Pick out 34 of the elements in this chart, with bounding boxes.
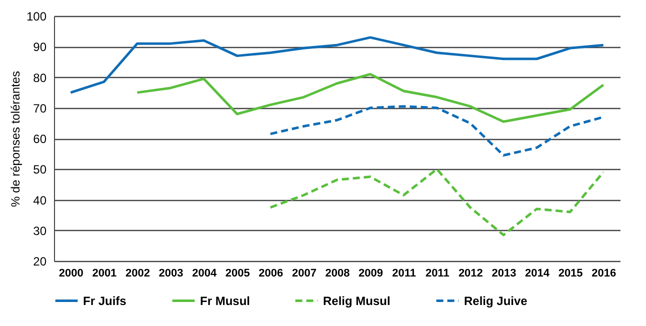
line-series bbox=[269, 168, 605, 236]
x-tick-label: 2000 bbox=[58, 268, 84, 280]
x-tick-label: 2011 bbox=[392, 268, 416, 280]
x-tick-label: 2012 bbox=[458, 268, 483, 280]
y-tick-label: 50 bbox=[33, 162, 47, 177]
x-tick-label: 2016 bbox=[592, 268, 616, 280]
y-tick-label: 20 bbox=[33, 254, 47, 268]
line-series bbox=[136, 72, 605, 123]
legend-label: Fr Juifs bbox=[83, 294, 127, 308]
x-tick-label: 2007 bbox=[292, 268, 316, 280]
legend-label: Relig Musul bbox=[323, 294, 390, 308]
y-axis-title: % de réponses tolérantes bbox=[8, 70, 22, 208]
x-tick-label: 2009 bbox=[358, 268, 384, 280]
x-tick-label: 2001 bbox=[92, 268, 117, 280]
x-tick-label: 2005 bbox=[225, 268, 250, 280]
x-tick-label: 2014 bbox=[525, 268, 550, 280]
y-tick-label: 40 bbox=[33, 193, 47, 208]
y-tick-label: 80 bbox=[33, 70, 47, 85]
x-tick-label: 2003 bbox=[158, 268, 184, 280]
y-tick-label: 90 bbox=[33, 40, 47, 54]
x-tick-label: 2013 bbox=[492, 268, 516, 280]
x-tick-label: 2011 bbox=[425, 268, 450, 280]
y-tick-label: 30 bbox=[33, 224, 47, 238]
legend-label: Relig Juive bbox=[464, 294, 528, 308]
y-tick-label: 60 bbox=[33, 132, 47, 146]
y-tick-label: 100 bbox=[26, 10, 47, 24]
legend-label: Fr Musul bbox=[200, 294, 250, 308]
x-tick-label: 2002 bbox=[125, 268, 150, 280]
x-tick-label: 2004 bbox=[192, 268, 218, 280]
line-series bbox=[69, 36, 605, 94]
x-tick-label: 2006 bbox=[258, 268, 284, 280]
x-tick-label: 2015 bbox=[558, 268, 583, 280]
y-tick-label: 70 bbox=[33, 101, 47, 116]
x-tick-label: 2008 bbox=[325, 268, 350, 280]
